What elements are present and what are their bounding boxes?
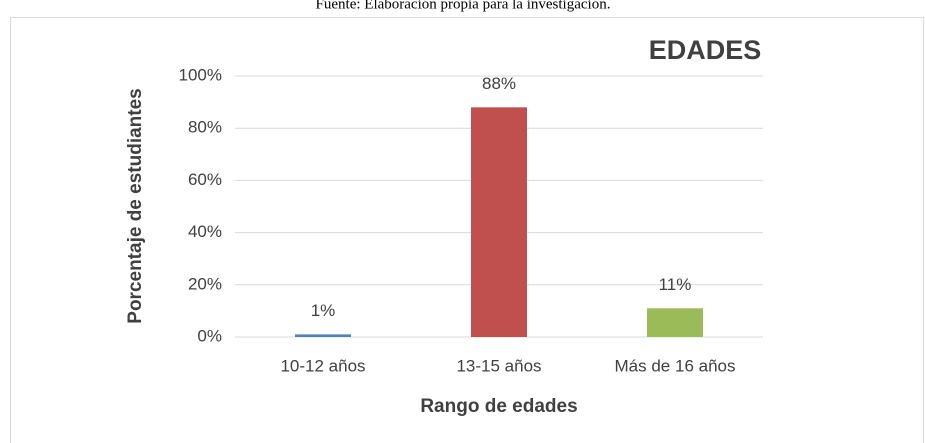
x-tick-label: Más de 16 años	[615, 356, 736, 375]
bar	[471, 107, 527, 337]
source-note: Fuente: Elaboración propia para la inves…	[316, 0, 611, 12]
x-tick-label: 13-15 años	[456, 356, 541, 375]
y-tick-label: 60%	[188, 170, 222, 189]
bar	[647, 308, 703, 337]
bar	[295, 334, 351, 337]
data-label: 88%	[482, 74, 516, 93]
y-axis-label: Porcentaje de estudiantes	[125, 88, 146, 323]
y-tick-label: 100%	[179, 65, 222, 84]
y-tick-label: 40%	[188, 222, 222, 241]
x-tick-label: 10-12 años	[280, 356, 365, 375]
data-label: 1%	[311, 301, 336, 320]
y-tick-label: 0%	[197, 326, 222, 345]
chart-border	[10, 17, 924, 443]
y-tick-label: 80%	[188, 118, 222, 137]
x-axis-label: Rango de edades	[420, 396, 577, 417]
chart-title: EDADES	[649, 35, 762, 65]
data-label: 11%	[659, 275, 692, 294]
y-tick-label: 20%	[188, 274, 222, 293]
